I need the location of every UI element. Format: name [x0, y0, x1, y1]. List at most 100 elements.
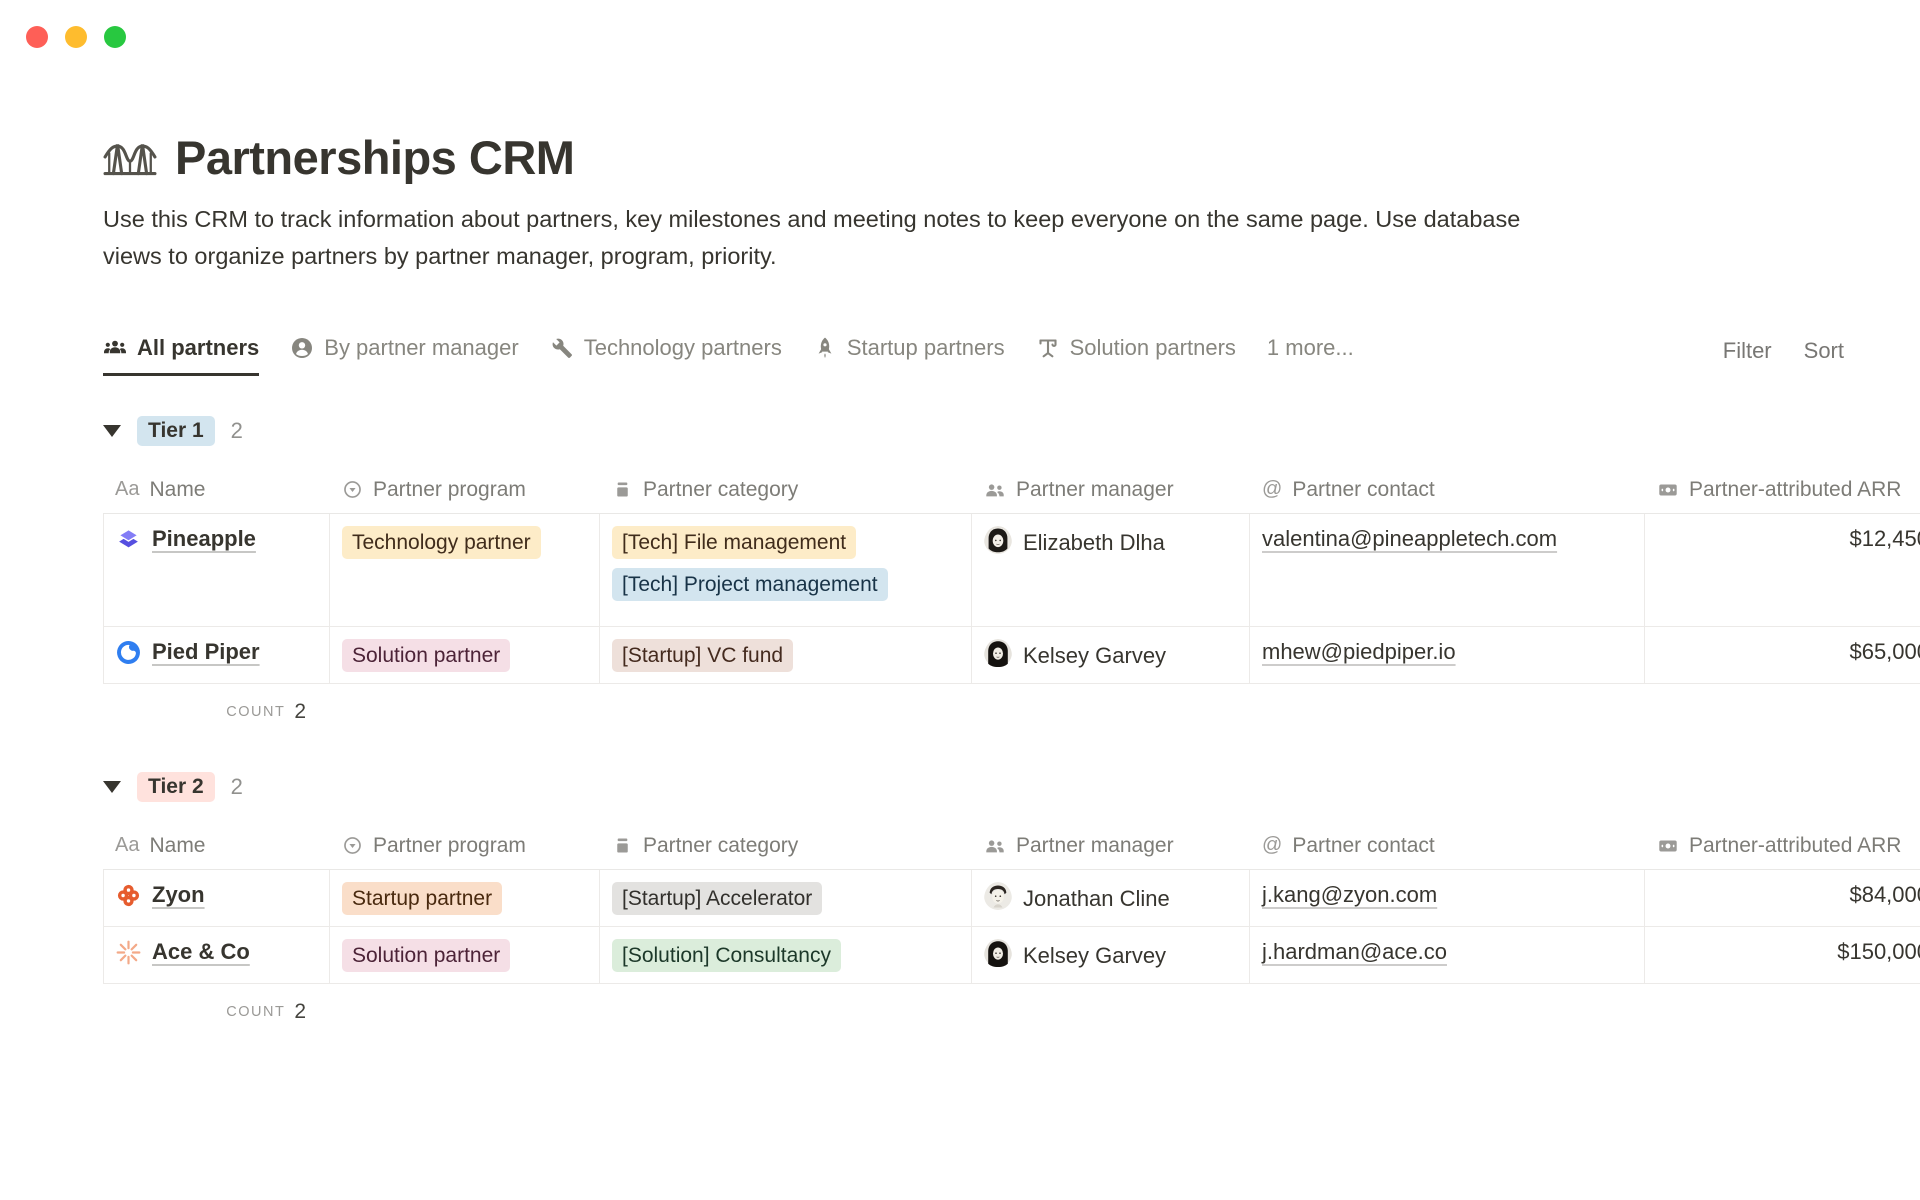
- group-footer: COUNT 2: [103, 684, 1920, 740]
- pineapple-logo-icon: [116, 527, 141, 558]
- partner-category-cell[interactable]: [Tech] File management [Tech] Project ma…: [600, 514, 972, 627]
- people-property-icon: [984, 835, 1006, 857]
- text-property-icon: Aa: [115, 834, 140, 856]
- name-cell[interactable]: Ace & Co: [103, 927, 330, 984]
- program-tag: Solution partner: [342, 939, 511, 972]
- partner-manager-cell[interactable]: Kelsey Garvey: [972, 627, 1250, 684]
- manager-name: Elizabeth Dlha: [1023, 530, 1165, 555]
- money-property-icon: [1657, 835, 1679, 857]
- partner-contact-cell[interactable]: valentina@pineappletech.com: [1250, 514, 1645, 627]
- email-link[interactable]: j.hardman@ace.co: [1262, 939, 1447, 964]
- avatar: [984, 639, 1012, 673]
- people-property-icon: [984, 479, 1006, 501]
- name-cell[interactable]: Pied Piper: [103, 627, 330, 684]
- table-row-pineapple: Pineapple Technology partner [Tech] File…: [103, 514, 1920, 627]
- email-link[interactable]: j.kang@zyon.com: [1262, 882, 1438, 907]
- category-tag: [Tech] File management: [612, 526, 857, 559]
- partner-program-cell[interactable]: Technology partner: [330, 514, 600, 627]
- column-header-partner-manager[interactable]: Partner manager: [972, 466, 1250, 513]
- partner-manager-cell[interactable]: Elizabeth Dlha: [972, 514, 1250, 627]
- partner-page-link[interactable]: Zyon: [152, 882, 205, 907]
- partner-contact-cell[interactable]: j.kang@zyon.com: [1250, 870, 1645, 927]
- column-header-row: Aa Name Partner program Partner category: [103, 466, 1920, 514]
- email-property-icon: @: [1262, 834, 1283, 856]
- zyon-logo-icon: [116, 883, 141, 914]
- count-aggregate[interactable]: COUNT 2: [226, 700, 306, 723]
- multi-select-property-icon: [612, 835, 633, 856]
- group-row-count: 2: [230, 418, 243, 443]
- tab-all-partners[interactable]: All partners: [103, 335, 260, 376]
- column-header-partner-manager[interactable]: Partner manager: [972, 822, 1250, 869]
- group-footer: COUNT 2: [103, 984, 1920, 1040]
- name-cell[interactable]: Pineapple: [103, 514, 330, 627]
- money-property-icon: [1657, 479, 1679, 501]
- page-title[interactable]: Partnerships CRM: [175, 131, 575, 184]
- column-header-partner-contact[interactable]: @ Partner contact: [1262, 477, 1435, 501]
- collapse-toggle-icon[interactable]: [103, 781, 121, 793]
- column-header-partner-category[interactable]: Partner category: [600, 466, 972, 513]
- arr-cell[interactable]: $12,450: [1645, 514, 1920, 627]
- multi-select-property-icon: [612, 479, 633, 500]
- count-aggregate[interactable]: COUNT 2: [226, 1000, 306, 1023]
- email-property-icon: @: [1262, 478, 1283, 500]
- email-link[interactable]: valentina@pineappletech.com: [1262, 526, 1558, 551]
- tab-by-partner-manager[interactable]: By partner manager: [290, 335, 519, 376]
- partner-program-cell[interactable]: Solution partner: [330, 627, 600, 684]
- partner-category-cell[interactable]: [Solution] Consultancy: [600, 927, 972, 984]
- email-link[interactable]: mhew@piedpiper.io: [1262, 639, 1456, 664]
- column-header-partner-program[interactable]: Partner program: [330, 822, 600, 869]
- partner-contact-cell[interactable]: mhew@piedpiper.io: [1250, 627, 1645, 684]
- column-header-partner-category[interactable]: Partner category: [600, 822, 972, 869]
- partner-contact-cell[interactable]: j.hardman@ace.co: [1250, 927, 1645, 984]
- tab-technology-partners[interactable]: Technology partners: [550, 335, 782, 376]
- page-description[interactable]: Use this CRM to track information about …: [103, 206, 1521, 269]
- partner-manager-cell[interactable]: Kelsey Garvey: [972, 927, 1250, 984]
- manager-name: Jonathan Cline: [1023, 886, 1170, 911]
- partner-page-link[interactable]: Pineapple: [152, 526, 256, 551]
- partner-page-link[interactable]: Ace & Co: [152, 939, 250, 964]
- tab-more-views[interactable]: 1 more...: [1267, 335, 1354, 376]
- sort-button[interactable]: Sort: [1803, 338, 1844, 363]
- column-header-name[interactable]: Aa Name: [115, 477, 206, 501]
- tab-solution-partners[interactable]: Solution partners: [1036, 335, 1236, 376]
- name-cell[interactable]: Zyon: [103, 870, 330, 927]
- tier-chip[interactable]: Tier 1: [137, 416, 215, 446]
- bridge-icon: [103, 135, 157, 181]
- minimize-button[interactable]: [65, 26, 87, 48]
- partner-program-cell[interactable]: Solution partner: [330, 927, 600, 984]
- column-header-partner-contact[interactable]: @ Partner contact: [1262, 833, 1435, 857]
- tier-chip[interactable]: Tier 2: [137, 772, 215, 802]
- arr-value: $150,000: [1837, 939, 1920, 964]
- column-header-partner-program[interactable]: Partner program: [330, 466, 600, 513]
- collapse-toggle-icon[interactable]: [103, 425, 121, 437]
- partner-page-link[interactable]: Pied Piper: [152, 639, 260, 664]
- ace-and-co-logo-icon: [116, 940, 141, 971]
- partner-category-cell[interactable]: [Startup] VC fund: [600, 627, 972, 684]
- people-group-icon: [103, 336, 127, 360]
- arr-cell[interactable]: $65,000: [1645, 627, 1920, 684]
- arr-cell[interactable]: $84,000: [1645, 870, 1920, 927]
- partner-manager-cell[interactable]: Jonathan Cline: [972, 870, 1250, 927]
- tab-label: 1 more...: [1266, 335, 1354, 360]
- rocket-icon: [813, 336, 837, 360]
- column-header-partner-attributed-arr[interactable]: Partner-attributed ARR: [1645, 822, 1920, 869]
- tab-label: By partner manager: [324, 335, 519, 360]
- zoom-button[interactable]: [104, 26, 126, 48]
- tab-label: Solution partners: [1069, 335, 1236, 360]
- person-circle-icon: [290, 336, 314, 360]
- filter-button[interactable]: Filter: [1722, 338, 1772, 363]
- arr-value: $84,000: [1849, 882, 1920, 907]
- column-header-name[interactable]: Aa Name: [115, 833, 206, 857]
- group-tier-1: Tier 1 2 Aa Name Partner program Partner…: [103, 414, 1920, 740]
- partner-program-cell[interactable]: Startup partner: [330, 870, 600, 927]
- tab-startup-partners[interactable]: Startup partners: [813, 335, 1005, 376]
- crane-icon: [1036, 336, 1060, 360]
- table-row-pied-piper: Pied Piper Solution partner [Startup] VC…: [103, 627, 1920, 684]
- close-button[interactable]: [26, 26, 48, 48]
- table-row-ace-and-co: Ace & Co Solution partner [Solution] Con…: [103, 927, 1920, 984]
- arr-cell[interactable]: $150,000: [1645, 927, 1920, 984]
- partner-category-cell[interactable]: [Startup] Accelerator: [600, 870, 972, 927]
- program-tag: Startup partner: [342, 882, 503, 915]
- program-tag: Technology partner: [342, 526, 541, 559]
- column-header-partner-attributed-arr[interactable]: Partner-attributed ARR: [1645, 466, 1920, 513]
